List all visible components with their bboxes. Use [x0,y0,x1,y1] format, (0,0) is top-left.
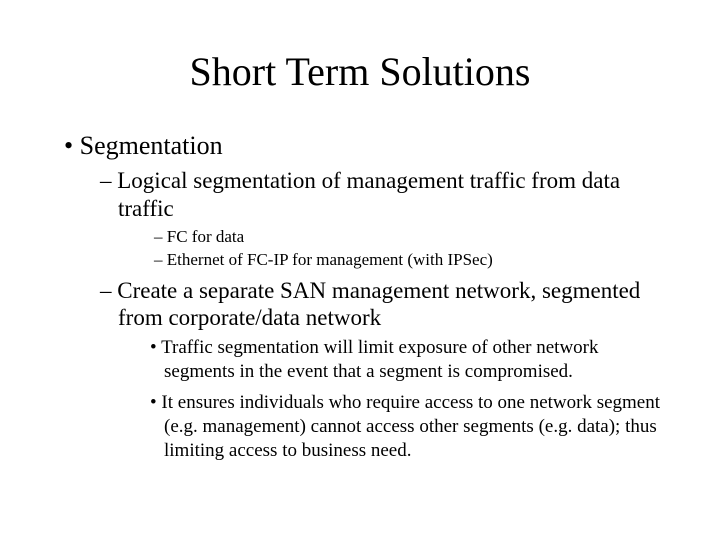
lvl3-text: FC for data [167,227,244,246]
lvl2-item: – Create a separate SAN management netwo… [100,277,672,463]
dash-icon: – [100,278,117,303]
bullet-list-level1: Segmentation – Logical segmentation of m… [64,131,672,463]
lvl1-text: Segmentation [80,131,223,160]
dash-icon: – [154,250,167,269]
lvl2-text: Logical segmentation of management traff… [117,168,620,221]
lvl4-text: It ensures individuals who require acces… [161,392,660,461]
lvl3-item: – FC for data [154,226,672,247]
lvl4-item: It ensures individuals who require acces… [150,391,672,462]
lvl3-item: – Ethernet of FC-IP for management (with… [154,249,672,270]
dash-icon: – [154,227,167,246]
lvl4-item: Traffic segmentation will limit exposure… [150,336,672,384]
slide-title: Short Term Solutions [48,48,672,95]
bullet-list-level4: Traffic segmentation will limit exposure… [150,336,672,463]
bullet-list-level3: – FC for data – Ethernet of FC-IP for ma… [154,226,672,271]
lvl2-item: – Logical segmentation of management tra… [100,167,672,271]
lvl4-text: Traffic segmentation will limit exposure… [161,337,598,382]
lvl1-item: Segmentation – Logical segmentation of m… [64,131,672,463]
lvl3-text: Ethernet of FC-IP for management (with I… [167,250,493,269]
lvl2-text: Create a separate SAN management network… [117,278,640,331]
dash-icon: – [100,168,117,193]
bullet-list-level2: – Logical segmentation of management tra… [100,167,672,463]
